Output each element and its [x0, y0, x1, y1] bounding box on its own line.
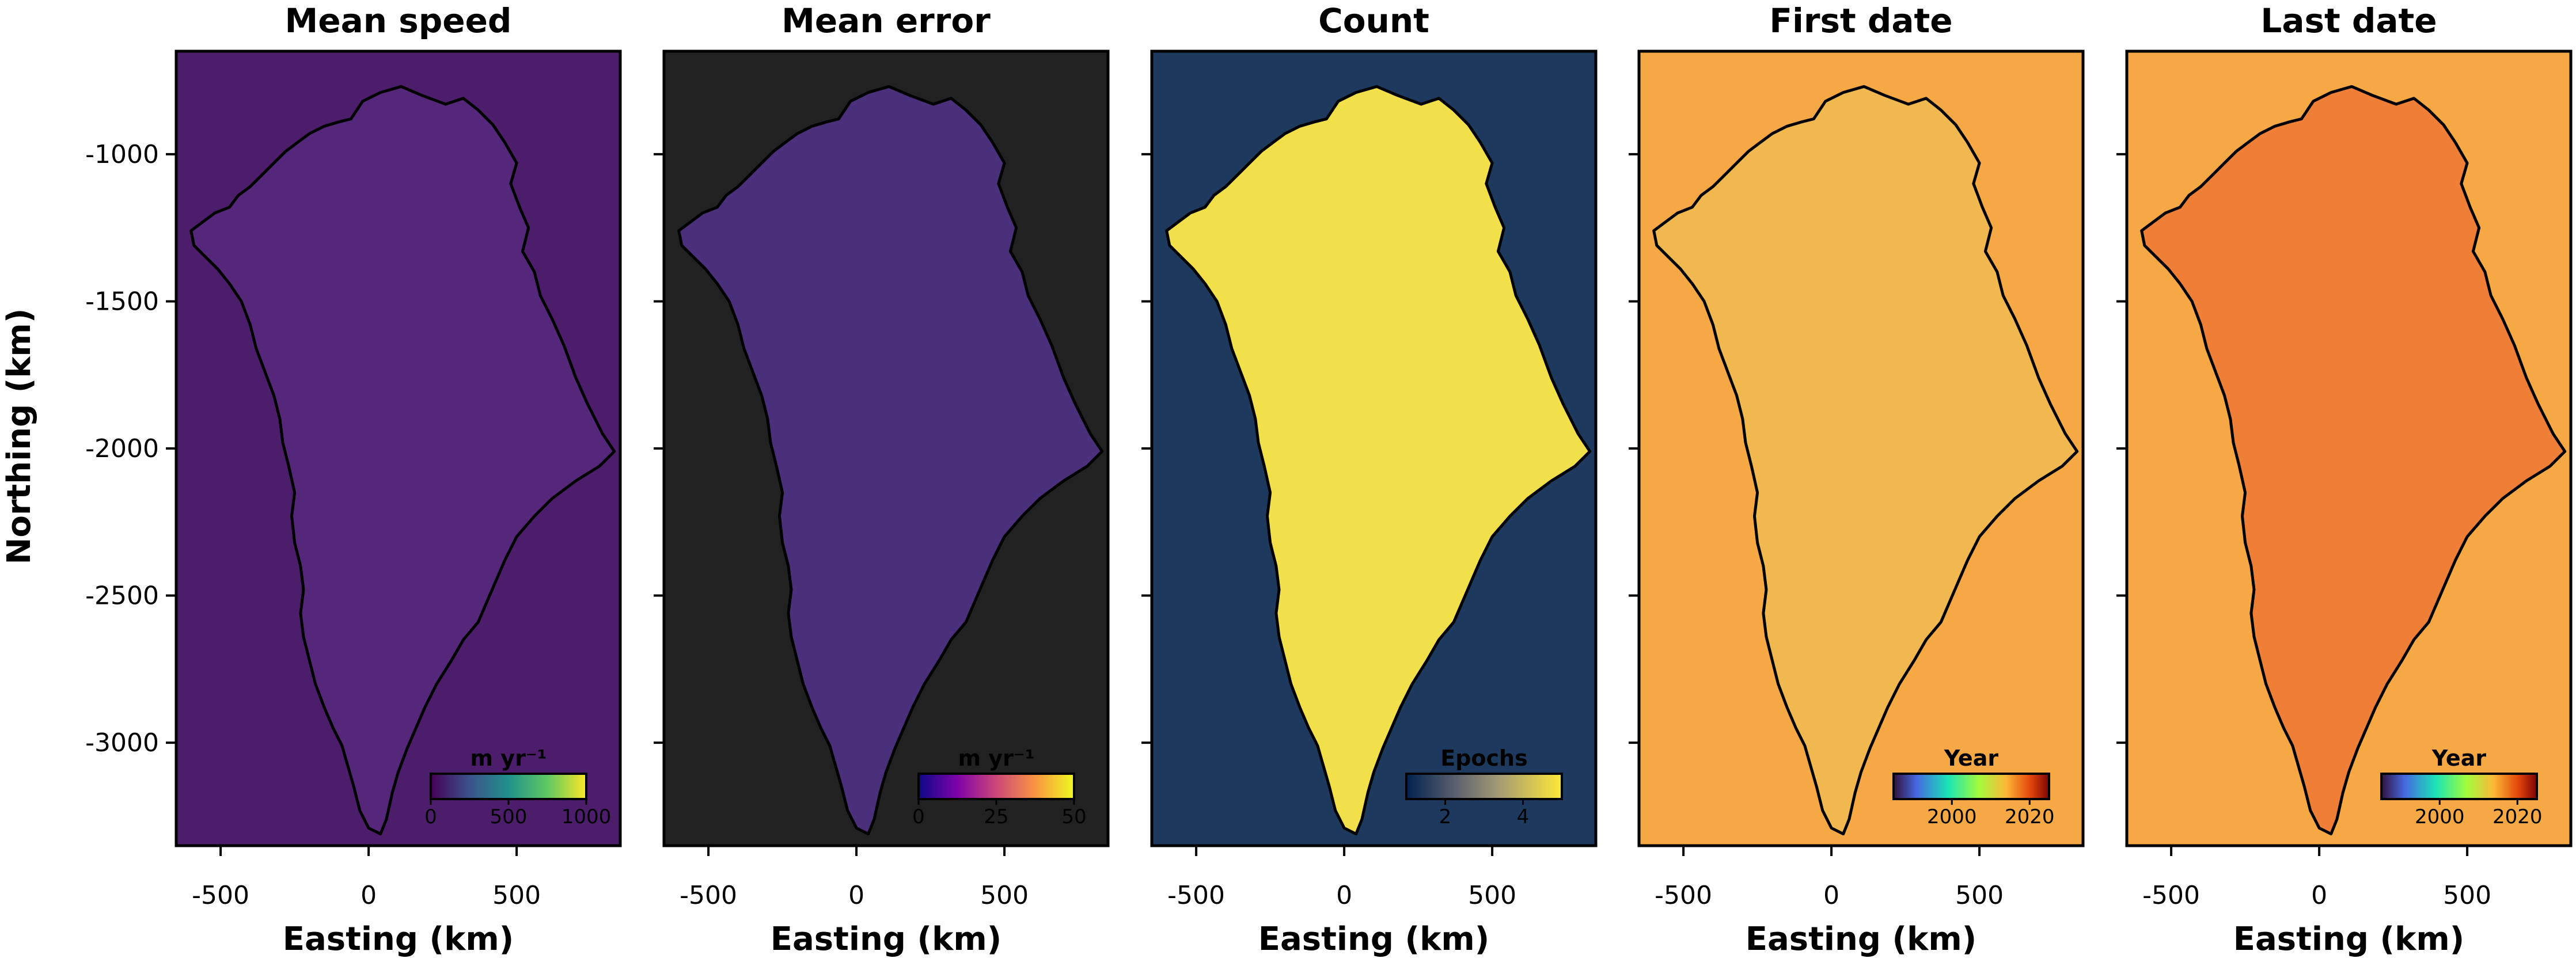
- panel-title: Count: [1318, 1, 1429, 40]
- x-tick-label: -500: [680, 881, 737, 910]
- panel-title: Mean speed: [285, 1, 512, 40]
- colorbar-tick-label: 50: [1061, 805, 1086, 828]
- colorbar: Year 2000 2020: [2380, 746, 2543, 828]
- colorbar-tick-label: 2020: [2005, 805, 2055, 828]
- panel-title: Mean error: [781, 1, 991, 40]
- panel-3: Count -500 0 500 Easting (km) Epochs 2 4: [1141, 1, 1598, 958]
- colorbar: Year 2000 2020: [1892, 746, 2055, 828]
- x-tick-label: 500: [2443, 881, 2491, 910]
- colorbar-tick-label: 2000: [1927, 805, 1977, 828]
- colorbar-tick-label: 25: [984, 805, 1008, 828]
- colorbar-label: Year: [1944, 746, 1998, 771]
- coastline-outline: [189, 85, 616, 836]
- colorbar: m yr⁻¹ 0 500 1000: [424, 746, 612, 828]
- y-tick-label: -3000: [85, 728, 159, 758]
- y-tick-label: -2000: [85, 434, 159, 463]
- colorbar-label: Epochs: [1440, 746, 1527, 771]
- panel-2: Mean error -500 0 500 Easting (km) m yr⁻¹ 0 25 5…: [654, 1, 1110, 958]
- y-tick-label: -1000: [85, 140, 159, 169]
- colorbar-gradient: [917, 773, 1075, 800]
- x-tick-label: 500: [1468, 881, 1516, 910]
- x-tick-label: -500: [192, 881, 249, 910]
- colorbar-gradient: [1892, 773, 2050, 800]
- colorbar-gradient: [2380, 773, 2538, 800]
- panel-1: Mean speed -500 0 500 Easting (km) -1000 -1500…: [85, 1, 622, 958]
- coastline-outline: [677, 85, 1104, 836]
- colorbar: m yr⁻¹ 0 25 50: [912, 746, 1086, 828]
- panel-4: First date -500 0 500 Easting (km) Year 2000 20…: [1629, 1, 2085, 958]
- ice-sheet-fill: [2141, 86, 2565, 834]
- x-tick-label: 500: [492, 881, 541, 910]
- ice-sheet-fill: [191, 86, 614, 834]
- colorbar-gradient: [430, 773, 587, 800]
- x-tick-label: 500: [980, 881, 1029, 910]
- x-tick-label: 0: [1823, 881, 1839, 910]
- coastline-outline: [1652, 85, 2079, 836]
- x-tick-label: -500: [1655, 881, 1712, 910]
- colorbar-tick-label: 0: [912, 805, 925, 828]
- x-axis-label: Easting (km): [771, 921, 1002, 958]
- colorbar-tick-label: 2020: [2492, 805, 2543, 828]
- y-tick-label: -1500: [85, 287, 159, 316]
- coastline-outline: [2140, 85, 2567, 836]
- ice-sheet-fill: [1166, 86, 1590, 834]
- colorbar-label: Year: [2431, 746, 2486, 771]
- x-axis-label: Easting (km): [1746, 921, 1977, 958]
- panel-5: Last date -500 0 500 Easting (km) Year 2000 202…: [2116, 1, 2573, 958]
- x-tick-label: 0: [1336, 881, 1352, 910]
- coastline-outline: [1165, 85, 1592, 836]
- x-tick-label: -500: [1167, 881, 1225, 910]
- ice-sheet-fill: [1653, 86, 2077, 834]
- y-tick-label: -2500: [85, 581, 159, 611]
- colorbar-tick-label: 2: [1439, 805, 1452, 828]
- x-tick-label: -500: [2142, 881, 2200, 910]
- panel-title: First date: [1769, 1, 1952, 40]
- y-axis-label: Northing (km): [1, 308, 38, 564]
- colorbar-tick-label: 500: [490, 805, 528, 828]
- x-axis-label: Easting (km): [1258, 921, 1490, 958]
- x-tick-label: 500: [1955, 881, 2004, 910]
- colorbar-tick-label: 4: [1517, 805, 1530, 828]
- colorbar-label: m yr⁻¹: [470, 746, 547, 771]
- colorbar-tick-label: 2000: [2415, 805, 2465, 828]
- colorbar: Epochs 2 4: [1405, 746, 1563, 828]
- ice-sheet-fill: [678, 86, 1102, 834]
- x-tick-label: 0: [361, 881, 377, 910]
- x-tick-label: 0: [2311, 881, 2327, 910]
- x-axis-label: Easting (km): [283, 921, 514, 958]
- panel-title: Last date: [2260, 1, 2437, 40]
- x-axis-label: Easting (km): [2233, 921, 2465, 958]
- colorbar-label: m yr⁻¹: [958, 746, 1034, 771]
- colorbar-tick-label: 0: [424, 805, 437, 828]
- colorbar-gradient: [1405, 773, 1563, 800]
- colorbar-tick-label: 1000: [562, 805, 612, 828]
- x-tick-label: 0: [848, 881, 864, 910]
